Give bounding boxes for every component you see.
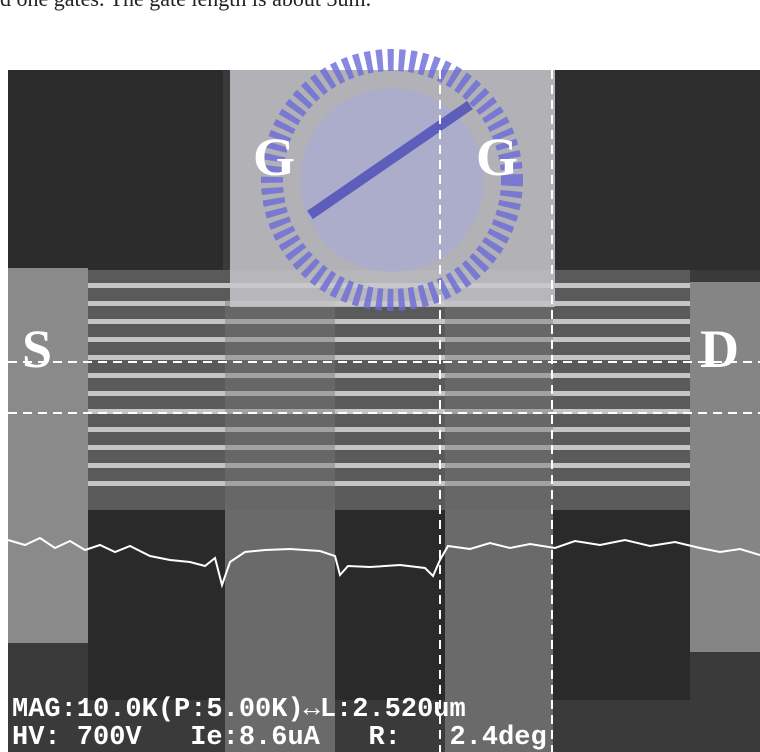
gate-label: G	[253, 127, 295, 187]
caption-fragment: d one gates. The gate length is about 3u…	[0, 0, 371, 12]
source-label: S	[22, 319, 52, 379]
sem-overlay-line: MAG:10.0K(P:5.00K)↔L:2.520um	[12, 695, 466, 725]
drain-label: D	[700, 319, 739, 379]
gate-label: G	[476, 127, 518, 187]
sem-overlay-line: HV: 700V Ie:8.6uA R: 2.4deg	[12, 723, 547, 752]
